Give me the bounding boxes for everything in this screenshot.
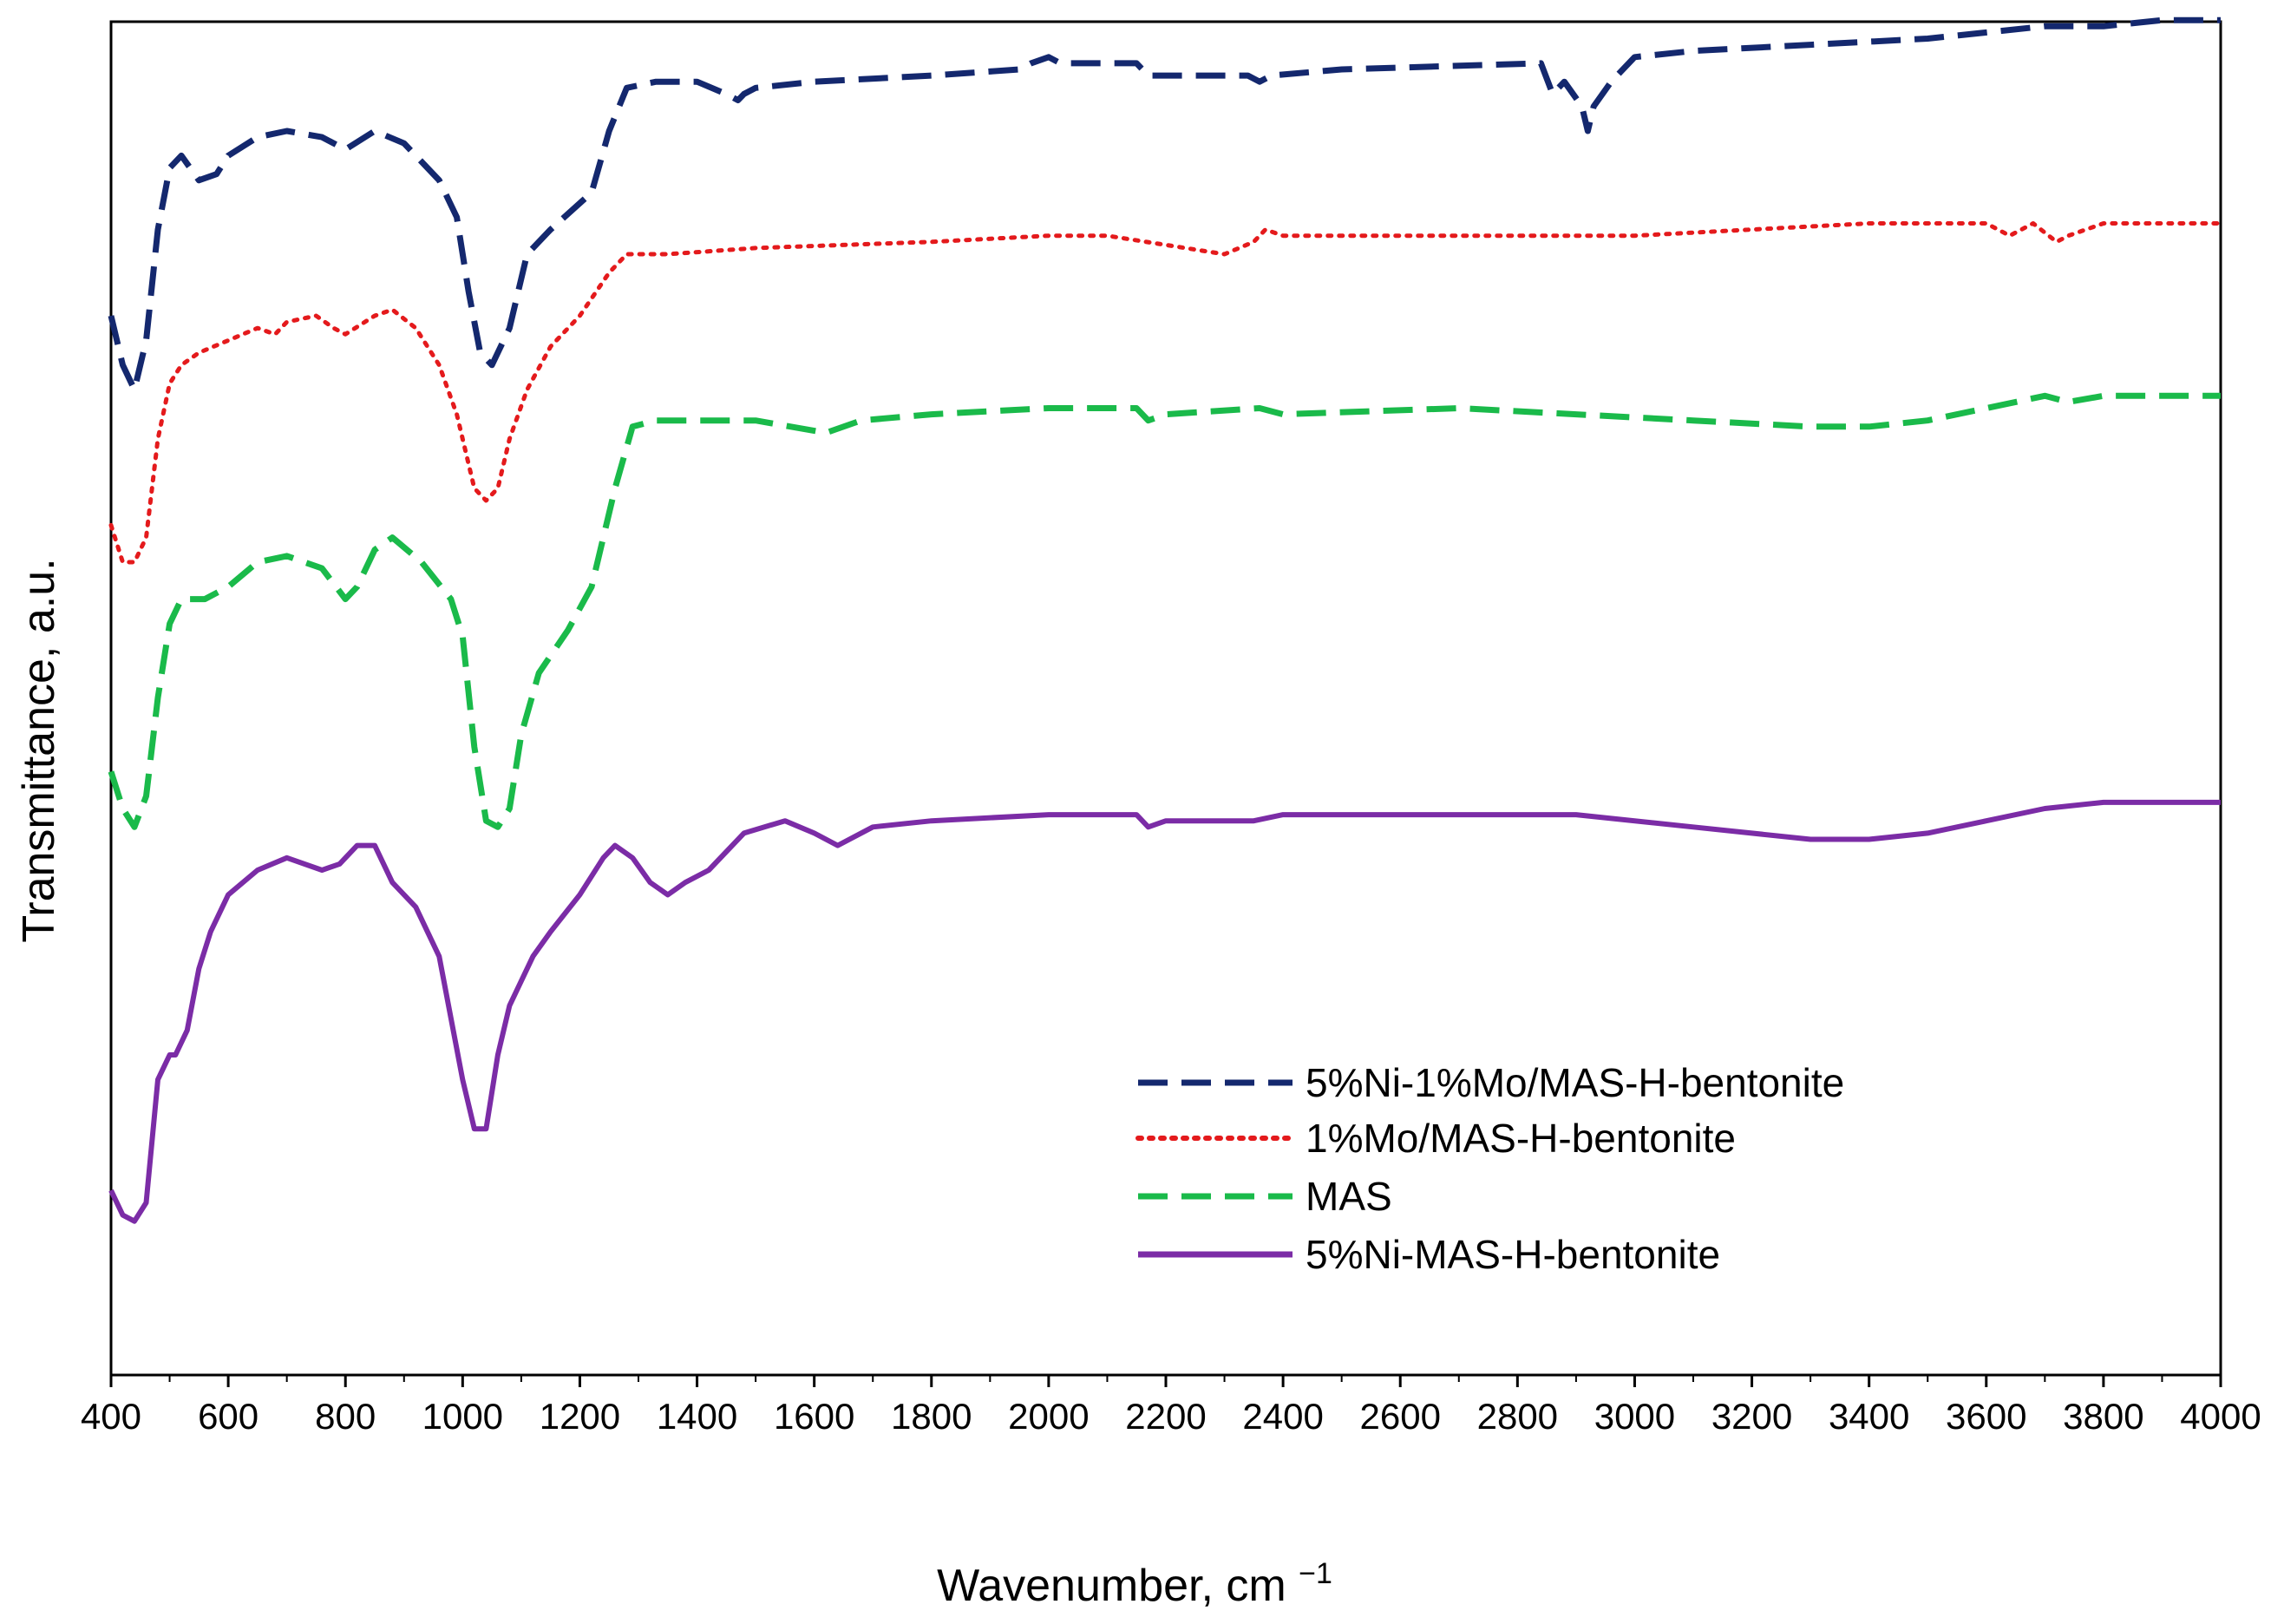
x-tick-label: 2600 — [1360, 1396, 1441, 1437]
legend-label-mo: 1%Mo/MAS-H-bentonite — [1306, 1116, 1736, 1161]
x-axis-ticks: 400 600 800 1000 1200 1400 1600 1800 2000 2200 240… — [81, 1375, 2261, 1437]
x-tick-label: 1600 — [774, 1396, 854, 1437]
x-tick-label: 600 — [198, 1396, 259, 1437]
x-tick-label: 2000 — [1008, 1396, 1089, 1437]
x-tick-label: 3800 — [2063, 1396, 2143, 1437]
legend-label-ni: 5%Ni-MAS-H-bentonite — [1306, 1232, 1720, 1277]
x-tick-label: 2800 — [1477, 1396, 1558, 1437]
x-axis-title-superscript: −1 — [1299, 1557, 1332, 1590]
x-tick-label: 1200 — [540, 1396, 620, 1437]
series-line-ni-mo — [108, 16, 2221, 393]
x-tick-label: 2400 — [1242, 1396, 1323, 1437]
y-axis-title: Transmittance, a.u. — [14, 558, 64, 942]
chart-legend: 5%Ni-1%Mo/MAS-H-bentonite 1%Mo/MAS-H-ben… — [1135, 1060, 1844, 1277]
x-tick-label: 1400 — [657, 1396, 737, 1437]
x-tick-label: 1000 — [422, 1396, 503, 1437]
x-tick-label: 800 — [315, 1396, 376, 1437]
x-tick-label: 400 — [81, 1396, 141, 1437]
series-line-mo — [108, 221, 2223, 565]
legend-label-ni-mo: 5%Ni-1%Mo/MAS-H-bentonite — [1306, 1060, 1844, 1105]
x-tick-label: 1800 — [891, 1396, 972, 1437]
x-tick-label: 3200 — [1711, 1396, 1792, 1437]
x-axis-title: Wavenumber, cm −1 — [937, 1557, 1332, 1611]
x-tick-label: 4000 — [2180, 1396, 2261, 1437]
x-axis-title-text: Wavenumber, cm — [937, 1561, 1299, 1611]
x-tick-label: 3400 — [1829, 1396, 1909, 1437]
series-layer — [108, 16, 2223, 1224]
x-tick-label: 3600 — [1946, 1396, 2026, 1437]
x-tick-label: 3000 — [1594, 1396, 1675, 1437]
series-line-ni — [108, 799, 2221, 1224]
series-line-mas — [108, 392, 2221, 830]
legend-label-mas: MAS — [1306, 1174, 1392, 1219]
x-tick-label: 2200 — [1125, 1396, 1206, 1437]
